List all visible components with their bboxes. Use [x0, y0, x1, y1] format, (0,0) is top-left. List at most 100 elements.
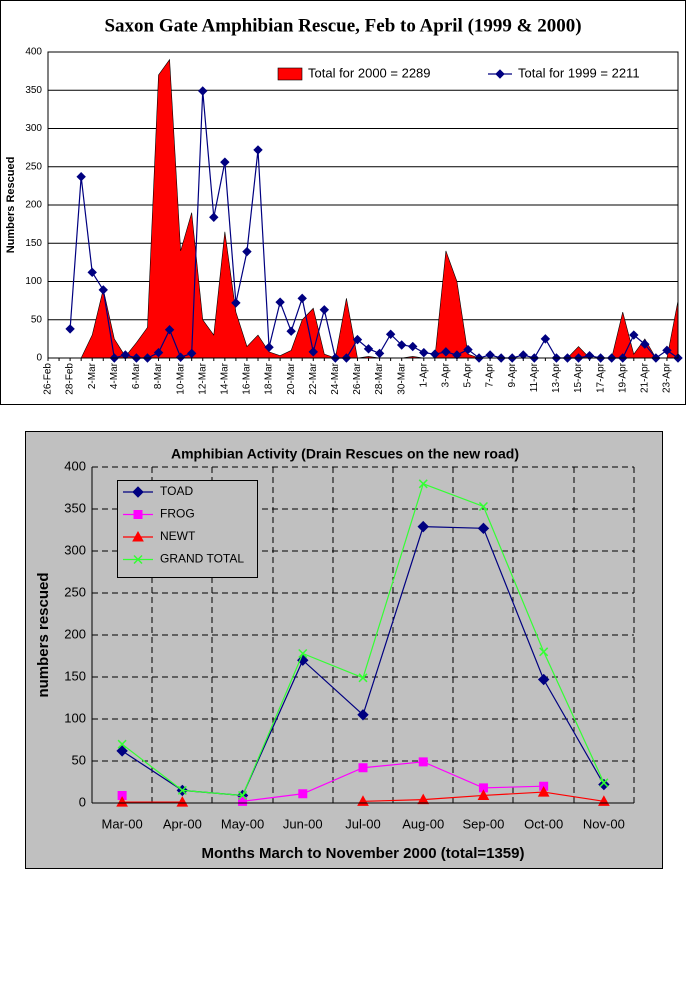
legend-marker [132, 530, 144, 542]
x-tick-label: 26-Feb [43, 363, 54, 395]
y-tick-label: 150 [25, 238, 42, 249]
plot-border [47, 51, 679, 359]
x-tick-label: Nov-00 [583, 816, 625, 831]
point [374, 348, 385, 359]
point [153, 347, 164, 358]
legend-label: GRAND TOTAL [160, 552, 244, 566]
point [363, 344, 374, 354]
x-tick-label: 1-Apr [418, 362, 429, 387]
x-tick-label: Oct-00 [524, 816, 563, 831]
point [177, 785, 187, 795]
point [198, 86, 208, 96]
point [357, 709, 369, 721]
point [65, 324, 75, 334]
y-tick-label: 300 [64, 542, 86, 557]
x-tick-label: 7-Apr [485, 362, 496, 387]
point [297, 654, 309, 666]
x-tick-label: Aug-00 [402, 816, 444, 831]
legend-label: TOAD [160, 484, 193, 498]
point [537, 673, 550, 686]
point [352, 334, 363, 345]
chart-title: Amphibian Activity (Drain Rescues on the… [171, 446, 519, 462]
x-tick-label: 2-Mar [87, 362, 98, 389]
line [242, 761, 544, 802]
y-tick-label: 200 [25, 200, 42, 211]
y-tick-label: 100 [25, 276, 42, 287]
x-tick-label: Mar-00 [102, 816, 143, 831]
y-tick-label: 100 [64, 710, 86, 725]
x-tick-label: 15-Apr [573, 362, 584, 393]
point [253, 145, 263, 155]
point [477, 522, 490, 535]
x-tick-label: 16-Mar [242, 362, 253, 394]
x-tick-label: 5-Apr [463, 362, 474, 387]
point [385, 329, 396, 339]
point [209, 212, 219, 222]
point [662, 345, 672, 356]
point [186, 348, 197, 359]
y-tick-label: 50 [31, 314, 43, 325]
point [264, 342, 274, 352]
x-tick-label: 28-Mar [374, 362, 385, 394]
point [116, 796, 128, 807]
legend-label: FROG [160, 507, 195, 521]
point [537, 786, 550, 797]
point [120, 350, 131, 360]
x-tick-label: Sep-00 [462, 816, 504, 831]
point [275, 297, 285, 307]
point [76, 171, 86, 182]
point [640, 339, 650, 349]
point [308, 347, 318, 357]
y-tick-label: 150 [64, 668, 86, 683]
x-tick-label: 6-Mar [131, 362, 142, 389]
x-tick-label: 20-Mar [286, 362, 297, 394]
point [478, 501, 488, 512]
x-tick-label: 28-Feb [65, 363, 76, 395]
x-tick-label: 8-Mar [153, 362, 164, 389]
point [319, 305, 330, 315]
legend-marker [495, 69, 505, 79]
point [358, 673, 368, 683]
x-tick-label: Jul-00 [345, 816, 380, 831]
point [418, 479, 428, 489]
legend-swatch [277, 67, 303, 81]
legend-label: Total for 1999 = 2211 [518, 65, 640, 80]
point [175, 352, 186, 362]
point [540, 334, 551, 344]
point [220, 157, 230, 167]
y-tick-label: 350 [25, 85, 42, 96]
point [485, 350, 495, 360]
point [297, 293, 307, 304]
point [478, 783, 488, 793]
point [358, 763, 368, 773]
point [117, 739, 127, 749]
x-tick-label: 19-Apr [617, 362, 628, 393]
x-tick-label: 22-Mar [308, 362, 319, 394]
point [87, 267, 97, 278]
point [286, 326, 296, 336]
point [298, 648, 308, 659]
x-tick-label: Jun-00 [283, 816, 323, 831]
point [408, 341, 418, 352]
x-tick-label: 13-Apr [551, 362, 562, 393]
point [452, 350, 462, 360]
point [242, 246, 252, 257]
y-tick-label: 350 [64, 500, 86, 515]
x-tick-label: 30-Mar [396, 362, 407, 394]
point [629, 330, 639, 340]
x-tick-label: 3-Apr [441, 362, 452, 387]
y-tick-label: 400 [25, 47, 42, 58]
point [599, 778, 609, 788]
point [98, 285, 108, 295]
x-tick-label: 11-Apr [529, 362, 540, 392]
y-tick-label: 250 [64, 584, 86, 599]
y-tick-label: 50 [72, 752, 86, 767]
point [477, 789, 490, 800]
x-tick-label: 26-Mar [352, 362, 363, 394]
point [539, 647, 549, 657]
y-tick-label: 200 [64, 626, 86, 641]
x-tick-label: 12-Mar [197, 362, 208, 394]
point [116, 745, 128, 757]
point [231, 298, 241, 308]
point [417, 520, 429, 533]
